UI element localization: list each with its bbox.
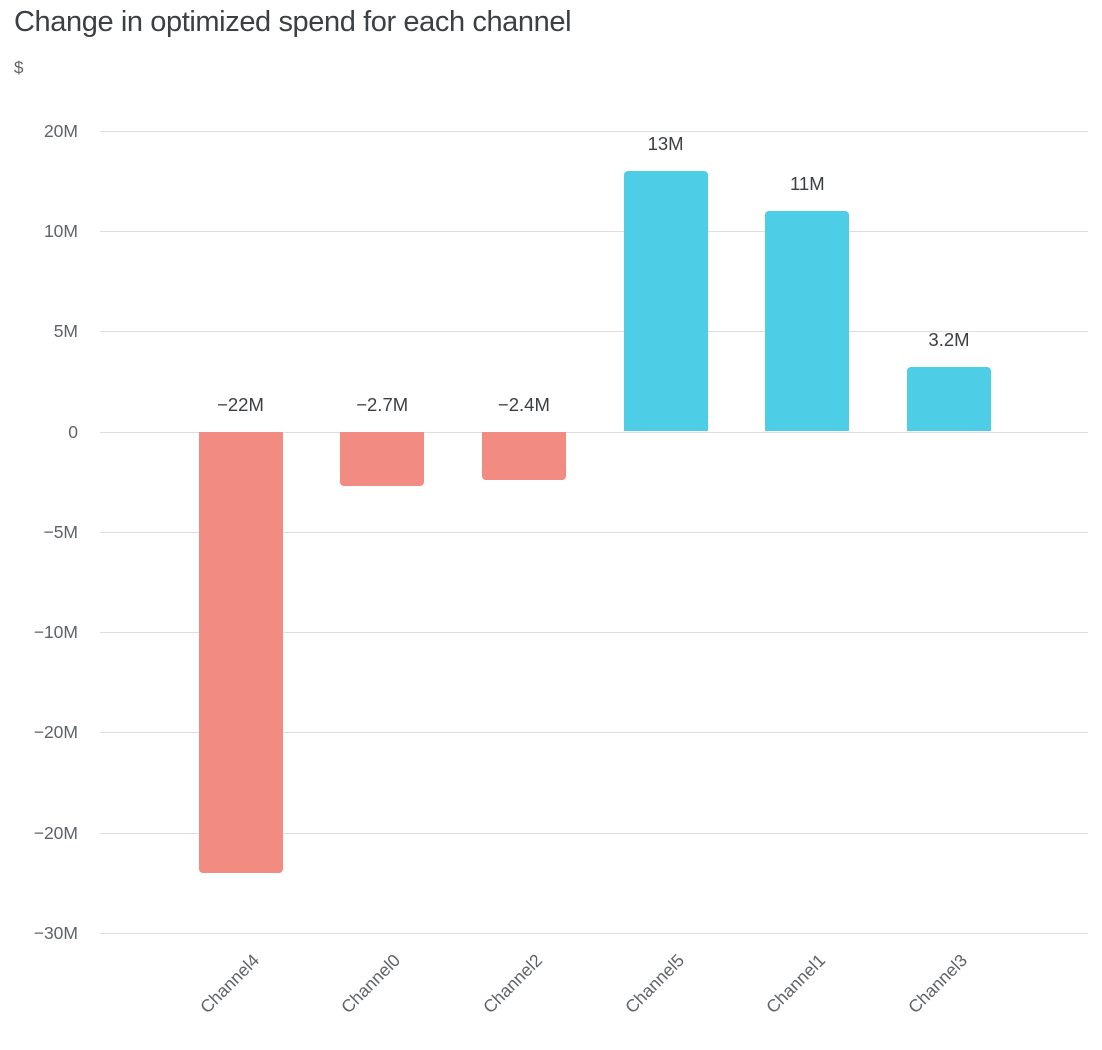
y-tick-label: 20M xyxy=(43,120,78,141)
bar-channel3 xyxy=(907,367,991,432)
x-tick-label-channel2: Channel2 xyxy=(478,950,547,1018)
gridline xyxy=(100,130,1088,132)
bar-value-label: −2.4M xyxy=(497,393,550,415)
bar-channel5 xyxy=(623,170,708,432)
bar-channel2 xyxy=(481,431,566,480)
gridline xyxy=(100,932,1088,934)
y-tick-label: −20M xyxy=(33,822,78,843)
bar-value-label: −2.7M xyxy=(356,393,409,415)
gridline xyxy=(100,231,1088,232)
y-tick-label: −10M xyxy=(33,622,78,642)
y-tick-label: 5M xyxy=(53,321,78,342)
y-tick-label: 10M xyxy=(43,221,78,241)
y-tick-label: 0 xyxy=(68,421,78,442)
x-tick-label-channel3: Channel3 xyxy=(904,950,972,1018)
bar-channel0 xyxy=(340,431,425,486)
y-tick-label: −20M xyxy=(33,722,78,743)
gridline xyxy=(100,832,1088,834)
bar-channel4 xyxy=(198,431,283,873)
x-tick-label-channel0: Channel0 xyxy=(337,950,405,1018)
y-tick-label: −5M xyxy=(43,521,78,542)
x-tick-label-channel5: Channel5 xyxy=(620,950,688,1018)
bar-value-label: −22M xyxy=(217,393,264,415)
chart-title: Change in optimized spend for each chann… xyxy=(14,6,572,38)
y-axis-unit-label: $ xyxy=(14,58,24,77)
gridline xyxy=(100,732,1088,734)
x-tick-label-channel1: Channel1 xyxy=(762,950,830,1018)
gridline xyxy=(100,632,1088,633)
bar-value-label: 11M xyxy=(789,172,825,194)
gridline xyxy=(100,331,1088,333)
bar-value-label: 13M xyxy=(647,132,684,154)
bar-value-label: 3.2M xyxy=(928,329,970,351)
y-tick-label: −30M xyxy=(33,922,78,943)
x-tick-label-channel4: Channel4 xyxy=(195,950,263,1018)
bar-channel1 xyxy=(765,210,850,432)
gridline xyxy=(100,531,1088,533)
gridline xyxy=(100,431,1088,433)
